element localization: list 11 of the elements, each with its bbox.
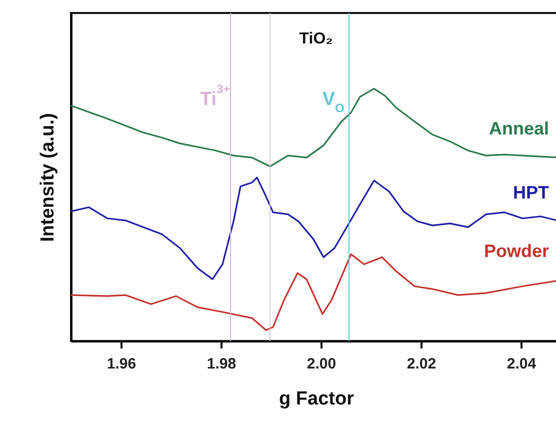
x-tick-label: 2.04 (506, 356, 537, 372)
series-label: Anneal (488, 118, 549, 139)
x-axis-title: g Factor (279, 388, 355, 410)
series-label: Powder (484, 241, 549, 262)
y-axis-title: Intensity (a.u.) (38, 113, 58, 242)
x-tick-label: 1.96 (106, 356, 136, 372)
series-label: HPT (513, 182, 550, 202)
x-tick-label: 2.00 (306, 356, 336, 372)
x-tick-label: 1.98 (206, 356, 236, 372)
x-tick-label: 2.02 (406, 356, 436, 372)
chart-title: TiO₂ (299, 30, 333, 48)
